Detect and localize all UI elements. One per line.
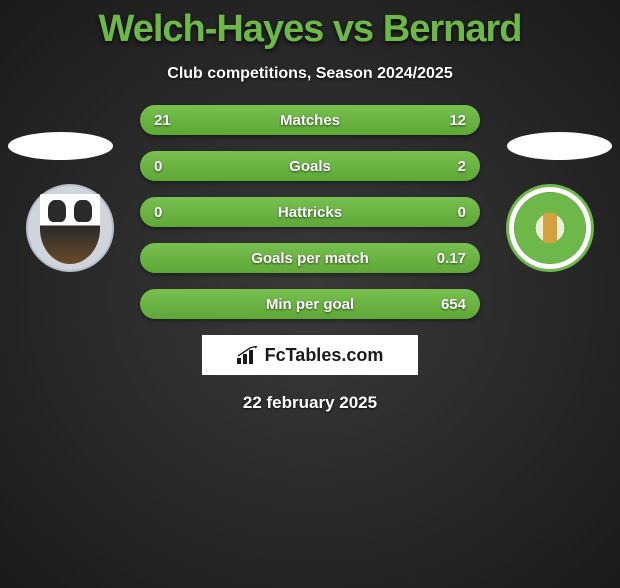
stat-left-value: 21 <box>154 112 188 129</box>
stat-label: Min per goal <box>188 296 432 313</box>
chart-icon <box>237 346 259 364</box>
stat-left-value: 0 <box>154 204 188 221</box>
stat-right-value: 12 <box>432 112 466 129</box>
player-left-marker <box>8 132 113 160</box>
brand-badge[interactable]: FcTables.com <box>202 335 418 375</box>
stat-right-value: 2 <box>432 158 466 175</box>
page-title: Welch-Hayes vs Bernard <box>0 8 620 51</box>
club-crest-left-icon <box>40 194 100 264</box>
stat-right-value: 0.17 <box>432 250 466 267</box>
club-badge-right <box>506 184 594 272</box>
date-label: 22 february 2025 <box>0 393 620 413</box>
stat-label: Goals <box>188 158 432 175</box>
stat-row: 0 Hattricks 0 <box>140 197 480 227</box>
stat-label: Hattricks <box>188 204 432 221</box>
stat-row: 0 Goals 2 <box>140 151 480 181</box>
stat-right-value: 0 <box>432 204 466 221</box>
stat-label: Goals per match <box>188 250 432 267</box>
stats-table: 21 Matches 12 0 Goals 2 0 Hattricks 0 Go… <box>140 105 480 319</box>
stat-left-value: 0 <box>154 158 188 175</box>
stat-row: Goals per match 0.17 <box>140 243 480 273</box>
stat-label: Matches <box>188 112 432 129</box>
stat-right-value: 654 <box>432 296 466 313</box>
player-right-marker <box>507 132 612 160</box>
club-crest-right-icon <box>514 192 586 264</box>
club-badge-left <box>26 184 114 272</box>
stat-row: 21 Matches 12 <box>140 105 480 135</box>
stat-row: Min per goal 654 <box>140 289 480 319</box>
brand-label: FcTables.com <box>265 345 384 366</box>
subtitle: Club competitions, Season 2024/2025 <box>0 65 620 83</box>
